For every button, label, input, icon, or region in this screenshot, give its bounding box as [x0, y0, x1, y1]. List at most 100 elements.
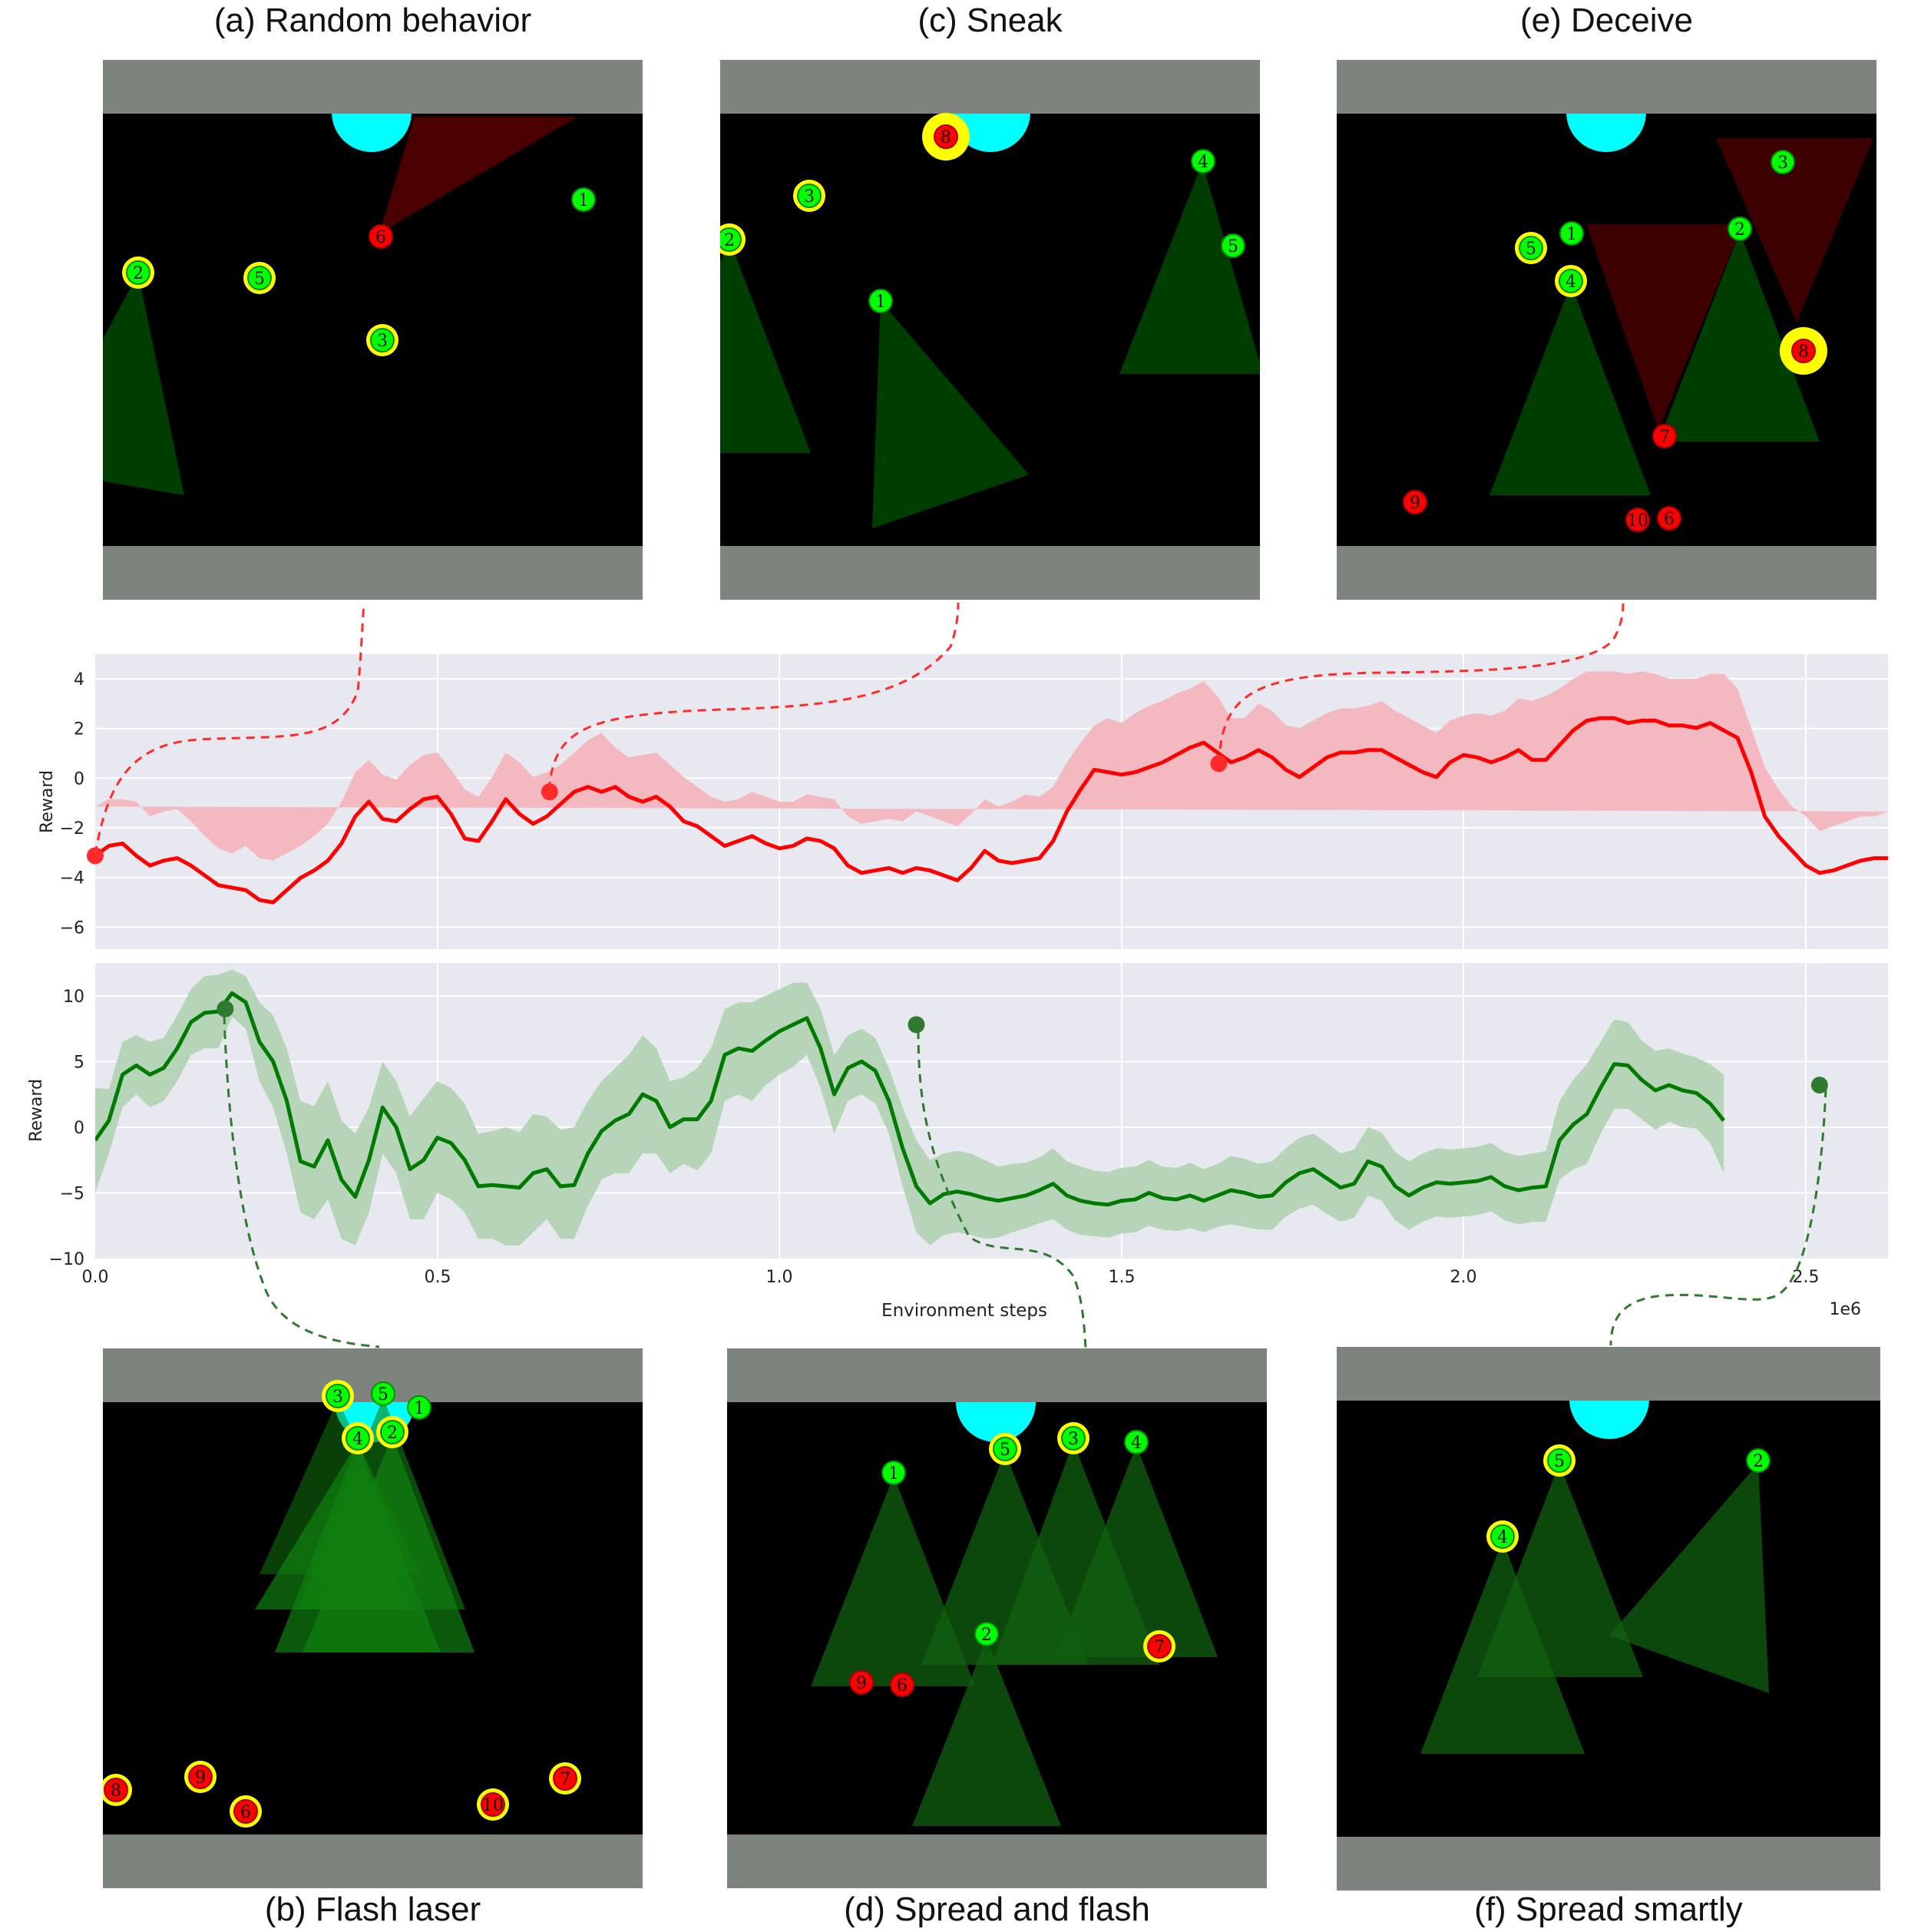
panel-f-snapshot: 5 2 4	[1337, 1347, 1880, 1891]
chart-top-yticks: 4 2 0 −2 −4 −6	[60, 670, 84, 938]
panel-c-snapshot: 8 3 2 1 4 5	[720, 60, 1260, 600]
agent-label: 6	[897, 1676, 908, 1695]
chart-top-ytick: 4	[74, 670, 84, 690]
agent-label: 7	[560, 1770, 570, 1789]
vision-cone	[1055, 1445, 1218, 1657]
connector-b	[223, 1015, 380, 1348]
agent-label: 2	[981, 1626, 992, 1645]
agent-label: 1	[875, 293, 886, 312]
agent-label: 2	[1753, 1452, 1764, 1471]
green-agent: 4	[1486, 1520, 1519, 1553]
agent-label: 5	[378, 1385, 388, 1404]
top-wall	[720, 60, 1260, 114]
agent-label: 4	[1566, 273, 1576, 292]
chart-top-mean-line	[95, 716, 1888, 905]
green-agent: 1	[1559, 221, 1584, 246]
vision-cone	[1420, 1540, 1585, 1754]
agent-label: 5	[1000, 1441, 1010, 1460]
chart-bottom-ytick: −10	[49, 1250, 84, 1269]
chart-bottom-xlabel: Environment steps	[881, 1301, 1047, 1321]
agent-label: 9	[1410, 494, 1420, 513]
agent-label: 1	[1566, 225, 1577, 244]
panel-e-snapshot: 3 1 5 4 2 8 7 9 10 6	[1337, 60, 1876, 600]
red-agent: 7	[549, 1762, 581, 1795]
chart-bottom-ytick: 5	[74, 1054, 84, 1073]
agent-label: 2	[724, 231, 735, 250]
highlight-marker	[87, 847, 104, 865]
agent-label: 1	[888, 1464, 899, 1484]
chart-top-ytick: 0	[74, 769, 84, 789]
vision-cone	[912, 1639, 1061, 1826]
red-agent: 8	[1780, 327, 1827, 375]
green-agent: 3	[366, 324, 398, 356]
agent-label: 8	[941, 128, 951, 147]
chart-top-ytick: −2	[60, 819, 84, 839]
connector-f	[1609, 1088, 1827, 1346]
vision-cone	[379, 117, 577, 233]
connector-c	[547, 602, 960, 791]
green-agent: 5	[243, 262, 276, 294]
red-agent: 7	[1652, 424, 1677, 448]
agent-label: 5	[1228, 237, 1238, 256]
agent-label: 5	[1554, 1452, 1565, 1471]
chart-bottom-xticks: 0.0 0.5 1.0 1.5 2.0 2.5	[82, 1268, 1820, 1287]
bottom-wall	[720, 546, 1260, 600]
chart-top-ytick: −4	[60, 869, 84, 888]
green-agent: 2	[974, 1622, 999, 1646]
chart-markers	[87, 755, 1828, 1094]
chart-bottom-xtick: 0.5	[425, 1268, 451, 1287]
red-agent: 10	[1625, 508, 1650, 532]
panel-b-title: (b) Flash laser	[264, 1891, 481, 1928]
agent-label: 3	[1068, 1430, 1079, 1449]
bottom-wall	[727, 1834, 1267, 1888]
green-agent: 5	[1515, 232, 1547, 264]
agent-label: 6	[240, 1803, 251, 1822]
highlight-marker	[908, 1016, 925, 1034]
green-agent: 2	[1728, 217, 1752, 241]
top-wall	[1337, 1347, 1880, 1401]
green-agent: 3	[793, 180, 825, 212]
red-agent: 8	[103, 1774, 132, 1806]
agent-label: 4	[1131, 1434, 1142, 1453]
chart-bottom-yticks: 10 5 0 −5 −10	[49, 988, 84, 1269]
agent-label: 1	[578, 191, 589, 210]
chart-top-ytick: −6	[60, 918, 84, 938]
agent-label: 8	[111, 1781, 121, 1801]
agent-label: 3	[332, 1388, 343, 1407]
red-agent: 6	[890, 1672, 914, 1697]
agent-label: 9	[195, 1768, 206, 1788]
panel-e-title: (e) Deceive	[1520, 2, 1693, 39]
green-agent: 5	[989, 1433, 1021, 1465]
panel-a-snapshot: 6 1 2 5 3	[103, 60, 643, 600]
panel-a-title: (a) Random behavior	[213, 2, 532, 39]
chart-top-ylabel: Reward	[38, 770, 57, 833]
green-agent: 5	[1221, 233, 1245, 258]
agent-label: 2	[387, 1424, 398, 1443]
bottom-wall	[1337, 546, 1876, 600]
green-agent: 2	[122, 256, 154, 289]
agent-label: 3	[804, 187, 815, 207]
green-agent: 4	[1555, 265, 1587, 297]
vision-cone	[1609, 1464, 1769, 1693]
connector-lines	[94, 602, 1827, 1349]
agent-label: 2	[133, 264, 144, 283]
agent-label: 3	[377, 332, 388, 351]
chart-bottom-mean-line	[95, 991, 1726, 1207]
chart-bottom-ylabel: Reward	[27, 1079, 46, 1142]
bottom-wall	[103, 546, 643, 600]
chart-bottom-xtick: 1.5	[1109, 1268, 1136, 1287]
chart-bottom-xtick: 1.0	[766, 1268, 793, 1287]
panel-f-title: (f) Spread smartly	[1474, 1891, 1743, 1928]
chart-top: 4 2 0 −2 −4 −6 Reward	[38, 654, 1888, 949]
top-wall	[727, 1348, 1267, 1402]
red-agent: 6	[1657, 506, 1681, 531]
chart-top-band	[95, 671, 1888, 861]
green-agent: 4	[1191, 149, 1215, 174]
highlight-marker	[1810, 1077, 1828, 1094]
red-agent: 9	[1403, 490, 1427, 514]
chart-bottom-ytick: 0	[74, 1119, 84, 1138]
vision-cone	[260, 1400, 421, 1574]
agent-label: 5	[254, 270, 265, 289]
